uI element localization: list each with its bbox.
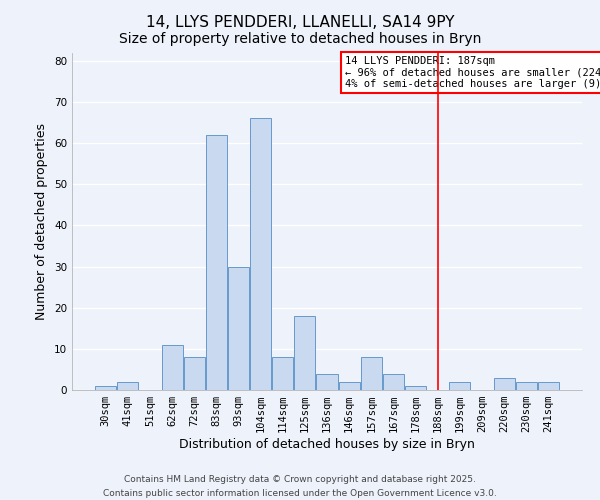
Bar [338, 382, 359, 390]
Bar [295, 316, 316, 390]
Y-axis label: Number of detached properties: Number of detached properties [35, 122, 49, 320]
X-axis label: Distribution of detached houses by size in Bryn: Distribution of detached houses by size … [179, 438, 475, 451]
Bar [161, 344, 182, 390]
Bar [494, 378, 515, 390]
Bar [515, 382, 536, 390]
Bar [383, 374, 404, 390]
Text: 14 LLYS PENDDERI: 187sqm
← 96% of detached houses are smaller (224)
4% of semi-d: 14 LLYS PENDDERI: 187sqm ← 96% of detach… [345, 56, 600, 89]
Bar [316, 374, 338, 390]
Bar [206, 135, 227, 390]
Bar [184, 357, 205, 390]
Bar [228, 266, 249, 390]
Text: 14, LLYS PENDDERI, LLANELLI, SA14 9PY: 14, LLYS PENDDERI, LLANELLI, SA14 9PY [146, 15, 454, 30]
Bar [538, 382, 559, 390]
Bar [272, 357, 293, 390]
Bar [449, 382, 470, 390]
Bar [95, 386, 116, 390]
Bar [361, 357, 382, 390]
Text: Size of property relative to detached houses in Bryn: Size of property relative to detached ho… [119, 32, 481, 46]
Text: Contains HM Land Registry data © Crown copyright and database right 2025.
Contai: Contains HM Land Registry data © Crown c… [103, 476, 497, 498]
Bar [118, 382, 139, 390]
Bar [405, 386, 426, 390]
Bar [250, 118, 271, 390]
